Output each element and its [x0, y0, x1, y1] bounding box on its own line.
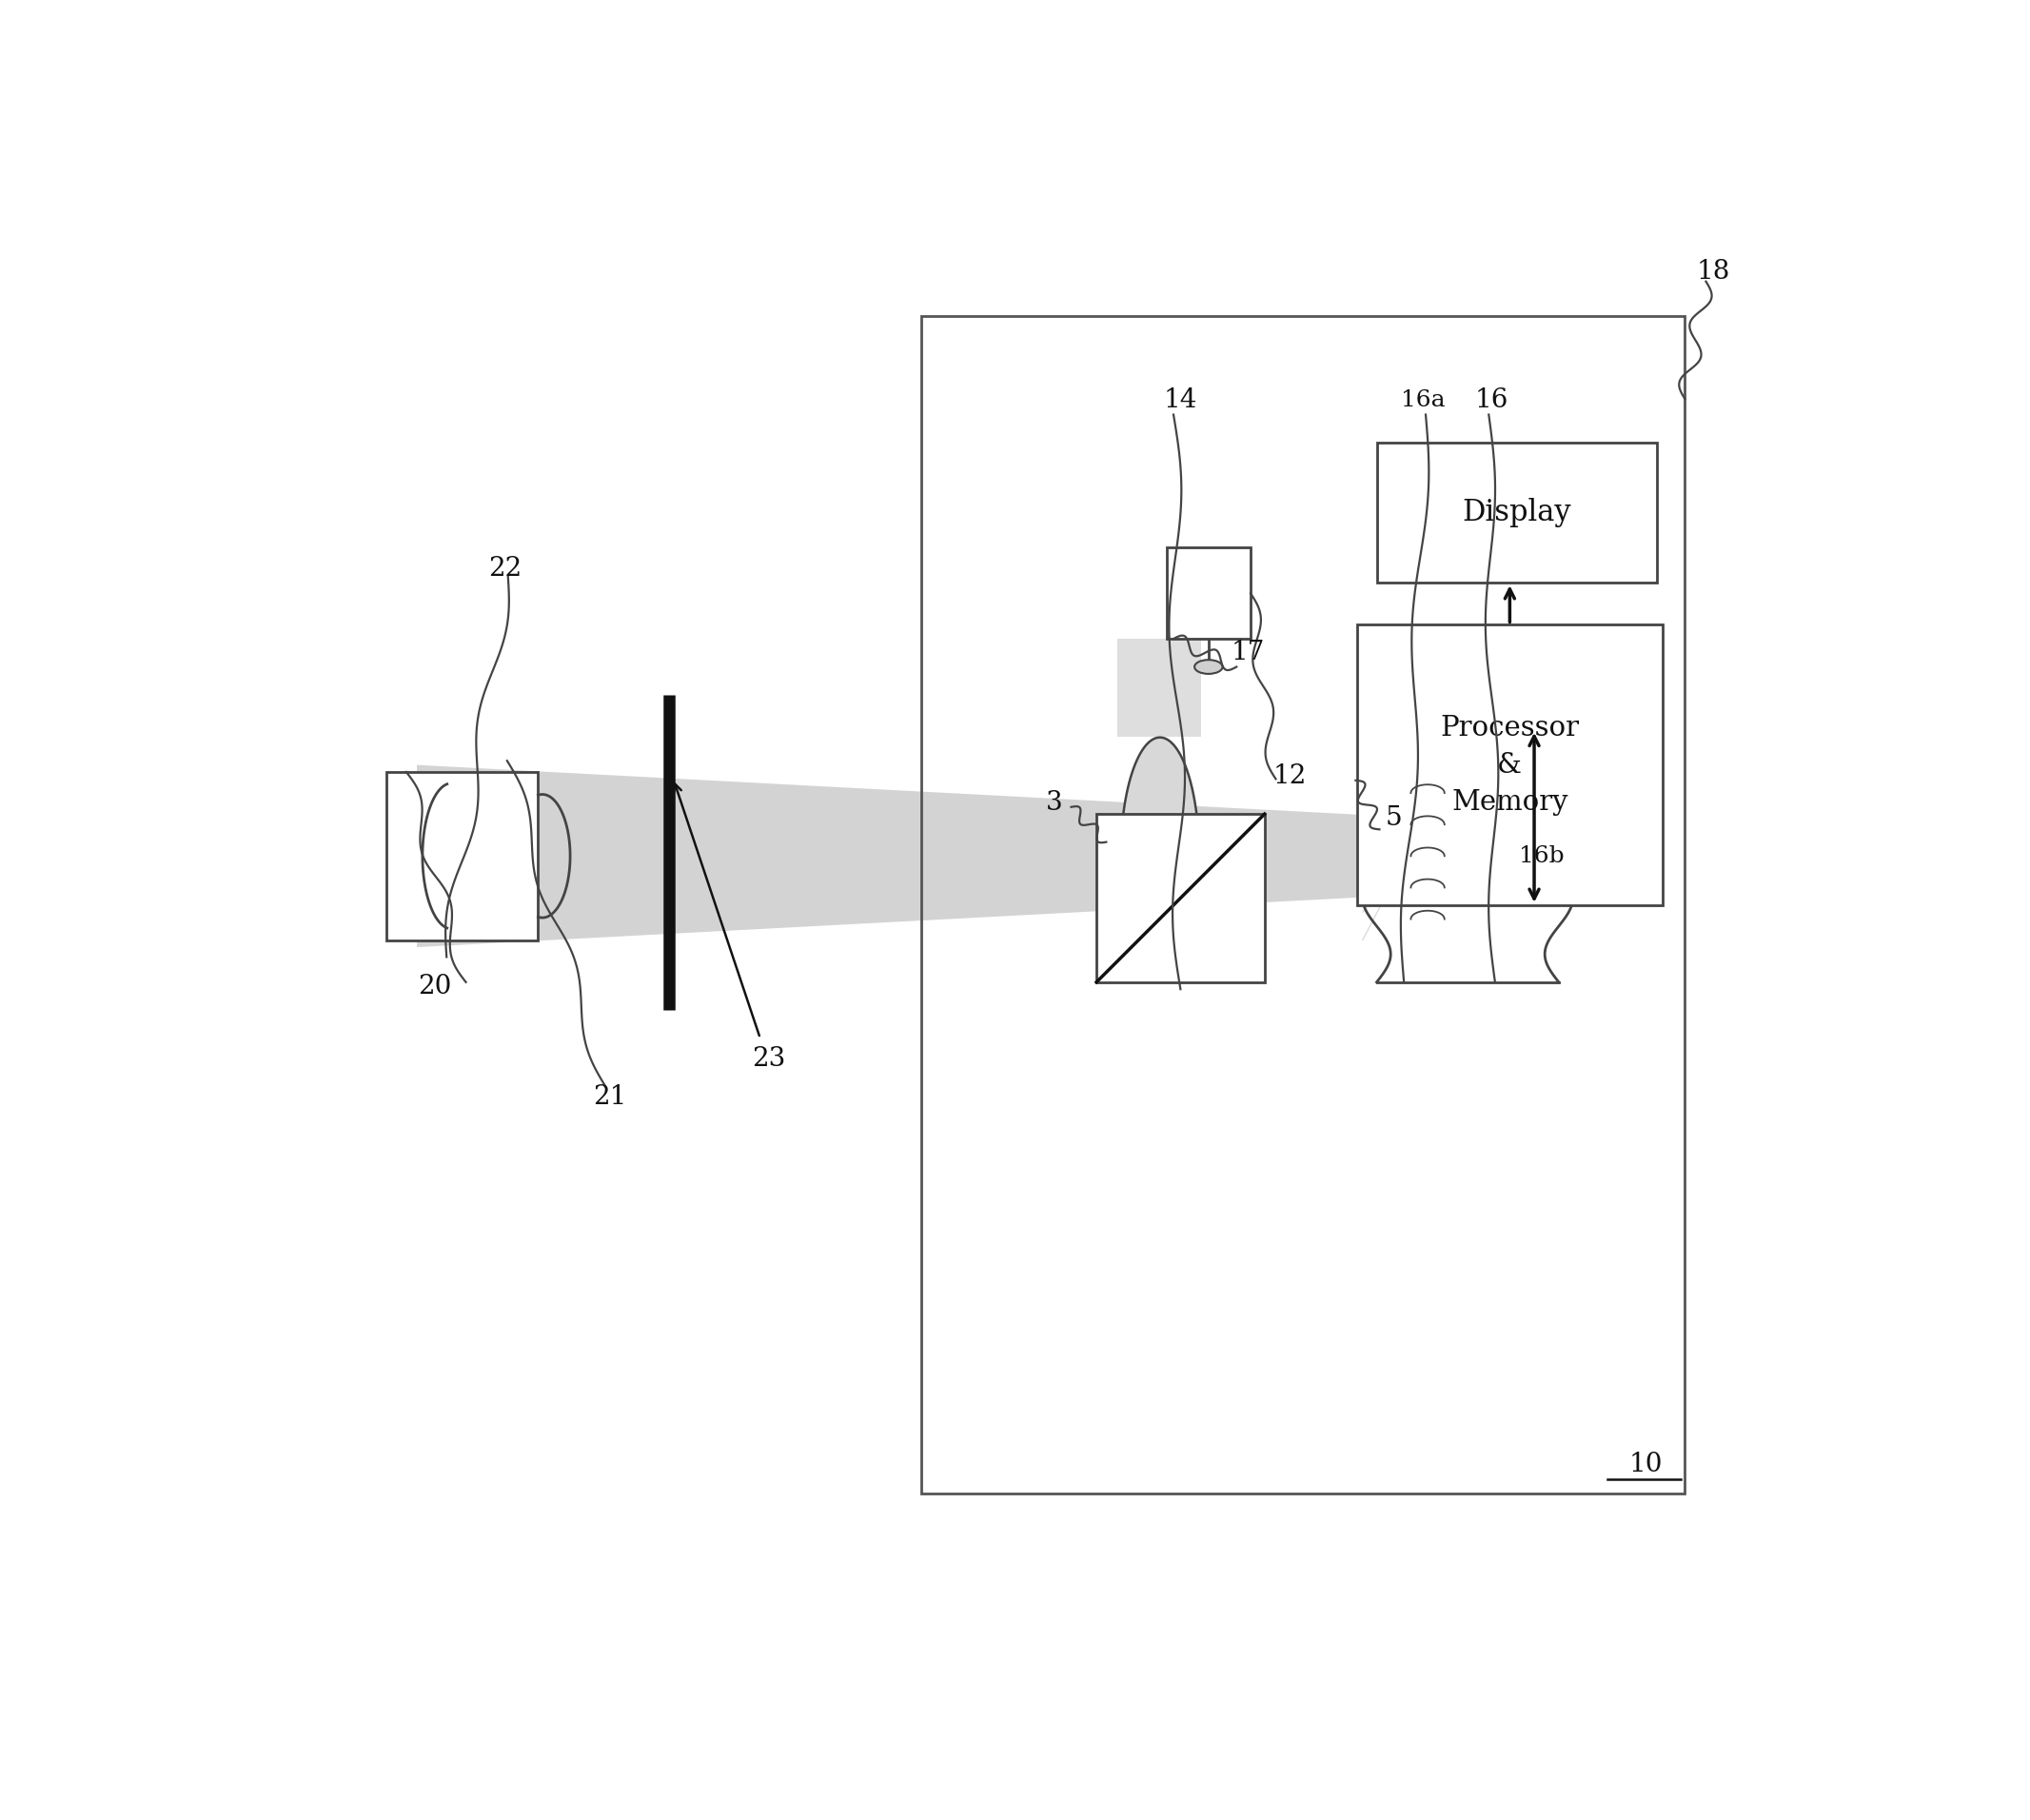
Text: Display: Display [1462, 499, 1571, 528]
Text: 21: 21 [593, 1085, 627, 1110]
Text: 3: 3 [1045, 790, 1064, 815]
Text: 16b: 16b [1518, 844, 1565, 866]
Text: 23: 23 [751, 1046, 786, 1072]
Text: 18: 18 [1697, 258, 1730, 284]
FancyBboxPatch shape [1376, 442, 1656, 582]
Text: 16: 16 [1474, 388, 1508, 413]
Text: 12: 12 [1273, 763, 1307, 790]
Ellipse shape [1194, 661, 1222, 673]
Text: 16a: 16a [1401, 389, 1445, 411]
Text: 14: 14 [1163, 388, 1198, 413]
FancyBboxPatch shape [386, 772, 538, 941]
Polygon shape [416, 764, 1559, 946]
Text: 22: 22 [489, 555, 522, 582]
FancyBboxPatch shape [1356, 624, 1663, 905]
Text: 5: 5 [1384, 804, 1403, 832]
Text: Processor
&
Memory: Processor & Memory [1439, 715, 1579, 815]
Text: 20: 20 [418, 974, 453, 999]
FancyBboxPatch shape [1096, 814, 1265, 983]
Text: 10: 10 [1628, 1451, 1663, 1476]
Text: 17: 17 [1230, 641, 1265, 666]
Polygon shape [445, 801, 512, 910]
FancyBboxPatch shape [1167, 548, 1250, 639]
